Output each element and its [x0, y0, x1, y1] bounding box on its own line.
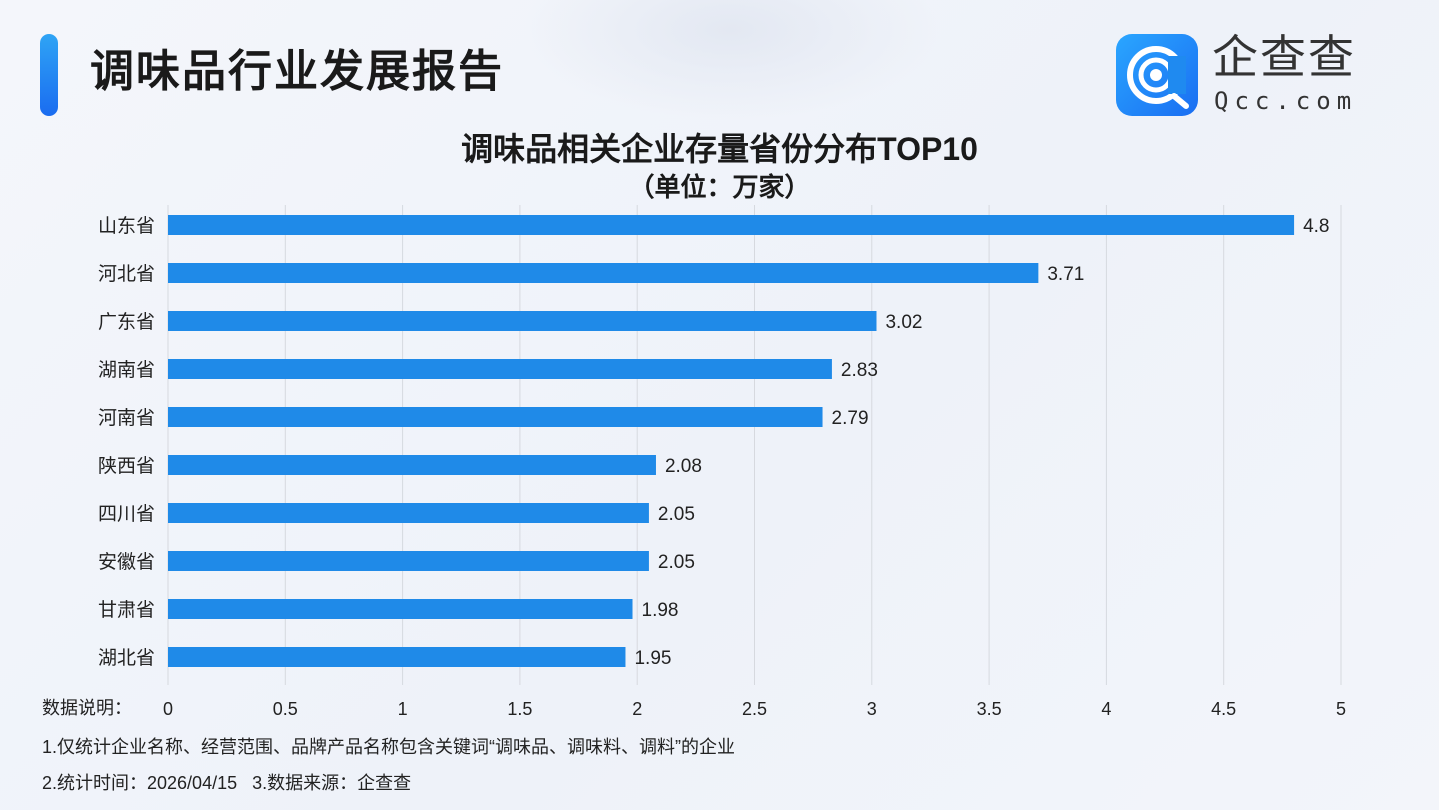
note-line-2: 2.统计时间：2026/04/15 3.数据来源：企查查	[42, 773, 412, 793]
bar-value-label: 2.79	[832, 408, 869, 429]
bar	[168, 503, 649, 523]
x-tick-label: 1	[398, 699, 408, 719]
y-category-label: 山东省	[98, 215, 155, 237]
qcc-logo-icon	[1116, 34, 1198, 116]
chart-subtitle: （单位：万家）	[628, 172, 811, 202]
bar	[168, 407, 823, 427]
x-tick-label: 0	[163, 699, 173, 719]
y-category-label: 广东省	[98, 311, 155, 333]
x-tick-label: 1.5	[507, 699, 532, 719]
note-line-1: 1.仅统计企业名称、经营范围、品牌产品名称包含关键词“调味品、调味料、调料”的企…	[42, 737, 735, 757]
chart-title: 调味品相关企业存量省份分布TOP10	[461, 131, 978, 167]
bar	[168, 215, 1295, 235]
y-category-label: 陕西省	[98, 455, 155, 477]
bar	[168, 359, 832, 379]
bar	[168, 263, 1039, 283]
y-category-label: 河南省	[98, 407, 155, 429]
bar	[168, 647, 626, 667]
x-tick-label: 4	[1101, 699, 1111, 719]
y-category-label: 湖南省	[98, 359, 155, 381]
x-tick-label: 4.5	[1211, 699, 1236, 719]
bar-value-label: 1.98	[642, 600, 679, 621]
notes-label: 数据说明：	[42, 698, 132, 718]
x-tick-label: 0.5	[273, 699, 298, 719]
x-tick-label: 5	[1336, 699, 1346, 719]
bar-value-label: 1.95	[634, 648, 671, 669]
page-title: 调味品行业发展报告	[90, 47, 504, 96]
logo-domain: Qcc.com	[1214, 87, 1358, 115]
bar-value-label: 3.71	[1047, 264, 1084, 285]
bar	[168, 455, 656, 475]
x-tick-label: 2.5	[742, 699, 767, 719]
bar	[168, 311, 877, 331]
y-category-label: 湖北省	[98, 647, 155, 669]
x-tick-label: 3.5	[977, 699, 1002, 719]
bar-value-label: 2.83	[841, 360, 878, 381]
y-category-label: 河北省	[98, 263, 155, 285]
bar	[168, 551, 649, 571]
logo-text: 企查查	[1212, 31, 1356, 83]
y-category-label: 四川省	[98, 503, 155, 525]
bar	[168, 599, 633, 619]
bar-value-label: 3.02	[885, 312, 922, 333]
bar-value-label: 2.05	[658, 504, 695, 525]
x-tick-label: 2	[632, 699, 642, 719]
x-tick-label: 3	[867, 699, 877, 719]
bar-value-label: 2.08	[665, 456, 702, 477]
title-accent-bar	[40, 34, 58, 116]
bar-value-label: 2.05	[658, 552, 695, 573]
bar-value-label: 4.8	[1303, 216, 1329, 237]
y-category-label: 甘肃省	[98, 599, 155, 621]
y-category-label: 安徽省	[98, 551, 155, 573]
